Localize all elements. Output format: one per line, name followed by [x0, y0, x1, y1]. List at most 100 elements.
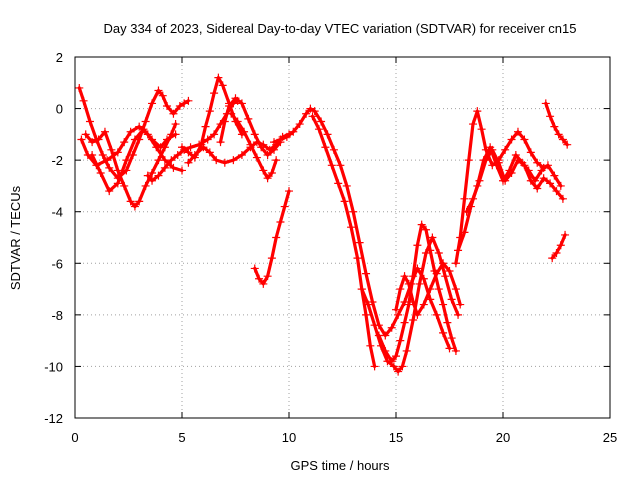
- data-point: [77, 135, 86, 144]
- data-point: [122, 156, 131, 165]
- data-point: [374, 331, 383, 340]
- data-point: [421, 225, 430, 234]
- series-trace-10: [250, 187, 293, 288]
- data-point: [556, 181, 565, 190]
- data-point: [520, 161, 529, 170]
- data-point: [353, 254, 362, 263]
- data-point: [88, 150, 97, 159]
- series-line: [146, 99, 240, 183]
- data-series: [75, 73, 572, 376]
- data-point: [507, 135, 516, 144]
- data-point: [212, 156, 221, 165]
- data-point: [428, 233, 437, 242]
- data-point: [81, 130, 90, 139]
- data-point: [546, 112, 555, 121]
- data-point: [280, 202, 289, 211]
- series-trace-20: [548, 230, 570, 263]
- data-point: [171, 120, 180, 129]
- data-point: [357, 285, 366, 294]
- data-point: [381, 346, 390, 355]
- chart-title: Day 334 of 2023, Sidereal Day-to-day VTE…: [103, 21, 576, 36]
- data-point: [113, 148, 122, 157]
- data-point: [394, 310, 403, 319]
- data-point: [432, 310, 441, 319]
- data-point: [387, 357, 396, 366]
- data-point: [105, 187, 114, 196]
- data-point: [310, 107, 319, 116]
- series-line: [454, 109, 546, 265]
- data-point: [186, 143, 195, 152]
- series-trace-15: [392, 259, 465, 319]
- data-point: [396, 285, 405, 294]
- series-line: [310, 114, 377, 368]
- plot-frame: [74, 56, 611, 419]
- data-point: [218, 81, 227, 90]
- data-point: [456, 300, 465, 309]
- data-point: [460, 194, 469, 203]
- data-point: [404, 300, 413, 309]
- data-point: [454, 246, 463, 255]
- x-tick-label: 20: [496, 430, 510, 445]
- data-point: [494, 158, 503, 167]
- data-point: [451, 259, 460, 268]
- data-point: [366, 341, 375, 350]
- data-point: [409, 316, 418, 325]
- data-point: [550, 171, 559, 180]
- data-point: [445, 267, 454, 276]
- data-point: [276, 218, 285, 227]
- data-point: [130, 135, 139, 144]
- data-point: [135, 197, 144, 206]
- x-tick-label: 5: [178, 430, 185, 445]
- data-point: [205, 107, 214, 116]
- data-point: [184, 148, 193, 157]
- data-point: [120, 138, 129, 147]
- data-point: [439, 300, 448, 309]
- data-point: [550, 122, 559, 131]
- data-point: [199, 143, 208, 152]
- data-point: [100, 127, 109, 136]
- data-point: [139, 125, 148, 134]
- data-point: [180, 99, 189, 108]
- data-point: [214, 73, 223, 82]
- data-point: [347, 223, 356, 232]
- y-tick-label: 0: [56, 102, 63, 117]
- data-point: [323, 130, 332, 139]
- data-point: [481, 156, 490, 165]
- data-point: [400, 297, 409, 306]
- data-point: [413, 241, 422, 250]
- data-point: [205, 148, 214, 157]
- data-point: [340, 197, 349, 206]
- y-tick-label: 2: [56, 50, 63, 65]
- data-point: [220, 117, 229, 126]
- data-point: [419, 300, 428, 309]
- data-point: [272, 233, 281, 242]
- data-point: [250, 264, 259, 273]
- data-point: [178, 166, 186, 175]
- series-trace-12: [308, 112, 379, 371]
- data-point: [392, 305, 400, 314]
- data-point: [552, 248, 561, 257]
- data-point: [148, 176, 157, 185]
- data-point: [469, 194, 478, 203]
- data-point: [141, 181, 150, 190]
- data-point: [154, 86, 163, 95]
- data-point: [259, 279, 268, 288]
- data-point: [171, 130, 180, 139]
- data-point: [105, 163, 114, 172]
- data-point: [154, 171, 163, 180]
- data-point: [464, 156, 473, 165]
- data-point: [561, 230, 570, 239]
- series-line: [253, 189, 291, 286]
- data-point: [404, 279, 413, 288]
- data-point: [158, 91, 167, 100]
- data-point: [543, 161, 552, 170]
- data-point: [513, 156, 522, 165]
- x-axis-label: GPS time / hours: [291, 458, 390, 473]
- data-point: [94, 135, 103, 144]
- x-tick-label: 15: [389, 430, 403, 445]
- data-point: [244, 114, 253, 123]
- data-point: [526, 148, 535, 157]
- data-point: [415, 279, 424, 288]
- data-point: [398, 362, 407, 371]
- data-point: [250, 130, 259, 139]
